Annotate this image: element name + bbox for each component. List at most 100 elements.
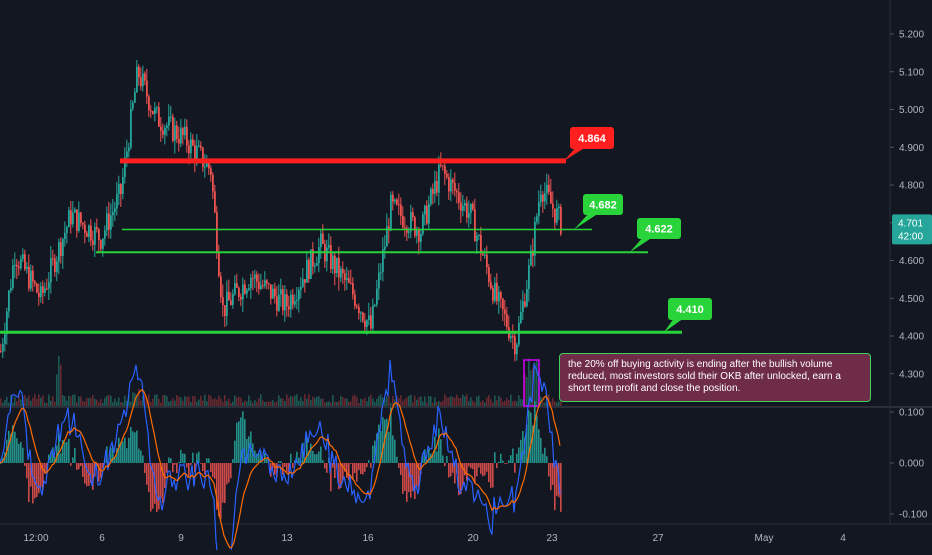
candle-body	[228, 291, 230, 301]
candle-body	[278, 294, 280, 311]
candle-body	[534, 221, 536, 256]
macd-histogram-bar	[540, 437, 542, 463]
candle-body	[0, 351, 2, 353]
candle-body	[184, 126, 186, 136]
level-tag[interactable]	[583, 194, 623, 215]
macd-histogram-bar	[130, 426, 132, 463]
volume-bar	[520, 399, 522, 406]
macd-histogram-bar	[408, 463, 410, 493]
price-tick-label: 5.000	[899, 105, 924, 116]
volume-bar	[420, 396, 422, 406]
macd-histogram-bar	[364, 463, 366, 472]
candle-body	[238, 287, 240, 297]
candle-body	[492, 288, 494, 301]
candle-body	[366, 320, 368, 328]
candle-body	[352, 283, 354, 295]
volume-bar	[366, 401, 368, 406]
candle-body	[170, 116, 172, 118]
candle-body	[478, 235, 480, 237]
volume-bar	[176, 395, 178, 406]
volume-bar	[50, 400, 52, 406]
candle-body	[374, 304, 376, 306]
candle-body	[436, 181, 438, 193]
macd-histogram-bar	[102, 463, 104, 469]
macd-histogram-bar	[362, 463, 364, 475]
volume-bar	[210, 396, 212, 406]
candle-body	[194, 145, 196, 161]
volume-bar	[490, 399, 492, 406]
macd-histogram-bar	[498, 461, 500, 463]
candle-body	[44, 288, 46, 293]
volume-bar	[138, 388, 140, 406]
volume-bar	[258, 398, 260, 406]
volume-bar	[466, 394, 468, 406]
candle-body	[302, 279, 304, 287]
macd-histogram-bar	[280, 461, 282, 463]
volume-bar	[40, 397, 42, 406]
candle-body	[358, 307, 360, 314]
macd-histogram-bar	[212, 463, 214, 478]
macd-histogram-bar	[458, 463, 460, 496]
macd-histogram-bar	[42, 463, 44, 491]
candle-body	[106, 213, 108, 231]
volume-bar	[276, 401, 278, 406]
volume-bar	[416, 399, 418, 406]
volume-bar	[70, 396, 72, 406]
level-tag[interactable]	[637, 218, 681, 239]
macd-histogram-bar	[162, 463, 164, 504]
volume-bar	[126, 400, 128, 406]
level-tag[interactable]	[570, 127, 614, 149]
candle-body	[454, 182, 456, 191]
volume-bar	[250, 400, 252, 406]
macd-histogram-bar	[206, 458, 208, 463]
candle-body	[172, 116, 174, 141]
candle-body	[544, 193, 546, 202]
volume-bar	[480, 402, 482, 406]
candle-body	[308, 259, 310, 279]
candle-body	[316, 263, 318, 266]
volume-bar	[434, 397, 436, 406]
volume-bar	[338, 401, 340, 406]
volume-bar	[552, 397, 554, 406]
volume-bar	[242, 402, 244, 406]
macd-histogram-bar	[464, 463, 466, 476]
macd-tick-label: 0.000	[899, 459, 924, 470]
candle-body	[420, 234, 422, 242]
highlight-box[interactable]	[523, 359, 540, 407]
candle-body	[62, 238, 64, 256]
level-tag-label: 4.410	[676, 304, 704, 316]
candle-body	[182, 128, 184, 136]
candle-body	[146, 80, 148, 97]
last-price-label: 4.701	[898, 218, 923, 229]
candle-body	[54, 258, 56, 273]
macd-histogram-bar	[360, 463, 362, 475]
volume-bar	[372, 398, 374, 406]
volume-bar	[528, 358, 530, 406]
candle-body	[78, 212, 80, 231]
candle-body	[438, 164, 440, 193]
level-tag-label: 4.682	[589, 200, 617, 212]
candle-body	[388, 226, 390, 231]
volume-bar	[0, 398, 2, 406]
volume-bar	[356, 397, 358, 406]
candle-body	[118, 184, 120, 195]
macd-histogram-bar	[516, 453, 518, 463]
candle-body	[404, 227, 406, 229]
macd-histogram-bar	[526, 423, 528, 463]
macd-histogram-bar	[278, 461, 280, 463]
macd-histogram-bar	[32, 463, 34, 504]
macd-histogram-bar	[174, 463, 176, 465]
macd-histogram-bar	[112, 445, 114, 463]
volume-bar	[168, 401, 170, 406]
volume-bar	[54, 402, 56, 406]
macd-histogram-bar	[36, 463, 38, 498]
volume-bar	[174, 400, 176, 406]
macd-histogram-bar	[436, 451, 438, 463]
macd-histogram-bar	[14, 431, 16, 463]
macd-histogram-bar	[402, 463, 404, 494]
level-tag[interactable]	[668, 298, 712, 320]
volume-bar	[346, 398, 348, 406]
volume-bar	[132, 392, 134, 406]
